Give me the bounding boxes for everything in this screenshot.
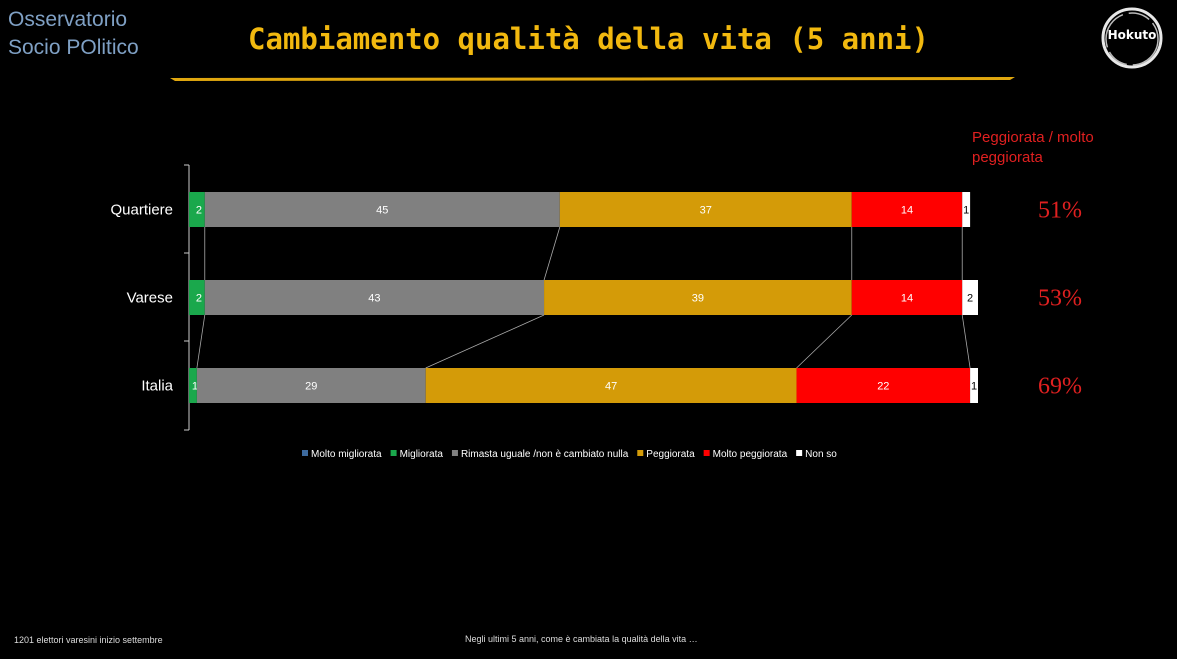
side-value: 51% — [1038, 198, 1082, 224]
series-connector — [543, 226, 561, 281]
bar-segment — [544, 280, 852, 315]
logo-text: Hokuto — [1107, 28, 1157, 42]
bar-segment — [204, 280, 545, 315]
bar-segment — [189, 368, 197, 403]
data-label: 47 — [605, 381, 617, 393]
page-title: Cambiamento qualità della vita (5 anni) — [248, 22, 929, 56]
legend-entry: Molto peggiorata — [713, 449, 788, 460]
legend-swatch — [637, 450, 644, 456]
legend-swatch — [796, 450, 803, 456]
series-connector — [196, 314, 206, 369]
legend-swatch — [390, 450, 397, 456]
category-label: Italia — [141, 378, 173, 395]
footer-sample-note: 1201 elettori varesini inizio settembre — [14, 635, 163, 645]
title-underline — [170, 77, 1015, 81]
bar-segment — [970, 368, 978, 403]
bar-segment — [559, 192, 852, 227]
bar-segment — [962, 192, 971, 227]
legend-entry: Rimasta uguale /non è cambiato nulla — [461, 449, 629, 460]
legend-swatch — [703, 450, 710, 456]
legend-entry: Peggiorata — [646, 449, 695, 460]
data-label: 22 — [877, 381, 889, 393]
data-label: 2 — [967, 293, 973, 305]
data-label: 2 — [196, 205, 202, 217]
side-title: Peggiorata / molto peggiorata — [972, 129, 1094, 166]
brand-line-1: Osservatorio — [8, 8, 128, 31]
legend-swatch — [302, 450, 308, 456]
data-label: 39 — [692, 293, 704, 305]
footer-question: Negli ultimi 5 anni, come è cambiata la … — [465, 634, 698, 644]
brand-line-2: Socio POlitico — [8, 36, 139, 59]
bar-segment — [189, 192, 205, 227]
brush-circle-icon — [1101, 7, 1163, 69]
category-label: Varese — [127, 290, 173, 307]
series-connector — [425, 314, 545, 369]
data-label: 1 — [192, 381, 198, 393]
hokuto-logo: Hokuto — [1098, 4, 1166, 72]
data-label: 14 — [901, 205, 913, 217]
brand-logo: Osservatorio Socio POlitico — [8, 6, 139, 62]
bar-segment — [425, 368, 797, 403]
legend-entry: Migliorata — [400, 449, 444, 460]
data-label: 37 — [700, 205, 712, 217]
legend-swatch — [451, 450, 458, 456]
bar-segment — [196, 368, 426, 403]
series-connector — [796, 314, 853, 369]
data-label: 1 — [963, 205, 969, 217]
legend-entry: Non so — [805, 449, 837, 460]
bar-segment — [851, 280, 963, 315]
bar-segment — [962, 280, 978, 315]
bar-segment — [796, 368, 971, 403]
side-value: 69% — [1038, 374, 1082, 400]
data-label: 29 — [305, 381, 317, 393]
data-label: 43 — [368, 293, 380, 305]
side-value: 53% — [1038, 286, 1082, 312]
bar-segment — [851, 192, 963, 227]
data-label: 2 — [196, 293, 202, 305]
bar-segment — [189, 280, 205, 315]
data-label: 1 — [971, 381, 977, 393]
bar-segment — [204, 192, 560, 227]
data-label: 45 — [376, 205, 388, 217]
series-connector — [961, 314, 971, 369]
category-label: Quartiere — [110, 202, 173, 219]
data-label: 14 — [901, 293, 913, 305]
legend-entry: Molto migliorata — [311, 449, 382, 460]
